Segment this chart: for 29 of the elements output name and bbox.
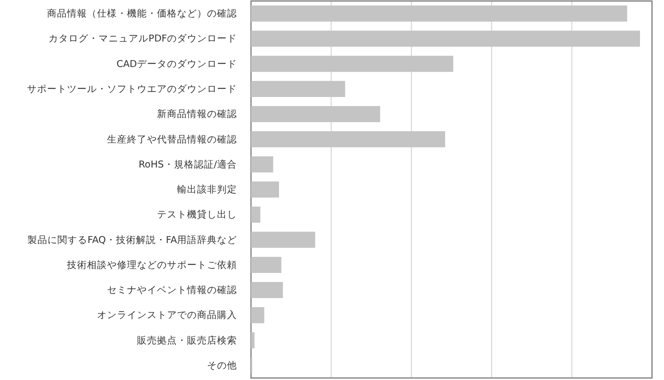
y-tick-label: 輸出該非判定 — [177, 184, 237, 196]
y-tick-label: カタログ・マニュアルPDFのダウンロード — [48, 32, 237, 45]
bar — [251, 256, 282, 273]
bar — [251, 30, 640, 47]
y-tick-label: 製品に関するFAQ・技術解説・FA用語辞典など — [28, 234, 237, 246]
bar — [251, 156, 274, 172]
bar — [251, 307, 264, 324]
bar — [251, 181, 280, 198]
bar — [251, 106, 380, 122]
y-tick-label: オンラインストアでの商品購入 — [97, 309, 237, 322]
bar — [251, 332, 254, 348]
y-tick-label: 技術相談や修理などのサポートご依頼 — [66, 258, 237, 271]
bar — [251, 131, 446, 148]
bar — [251, 232, 316, 248]
y-tick-label: テスト機貸し出し — [157, 208, 237, 221]
y-tick-label: CADデータのダウンロード — [116, 58, 237, 70]
bar — [251, 282, 283, 298]
y-tick-label: 販売拠点・販売店検索 — [137, 334, 237, 346]
y-tick-label: 新商品情報の確認 — [157, 108, 237, 120]
y-tick-label: その他 — [207, 359, 237, 372]
y-tick-label: 生産終了や代替品情報の確認 — [107, 133, 237, 146]
bar — [251, 6, 628, 22]
y-tick-label: サポートツール・ソフトウエアのダウンロード — [27, 83, 237, 96]
bar — [251, 80, 346, 98]
y-tick-label: 商品情報（仕様・機能・価格など）の確認 — [47, 8, 237, 20]
bar — [251, 206, 260, 223]
y-tick-label: セミナやイベント情報の確認 — [107, 284, 237, 296]
y-tick-label: RoHS・規格認証/適合 — [138, 158, 237, 170]
bar — [251, 56, 454, 72]
